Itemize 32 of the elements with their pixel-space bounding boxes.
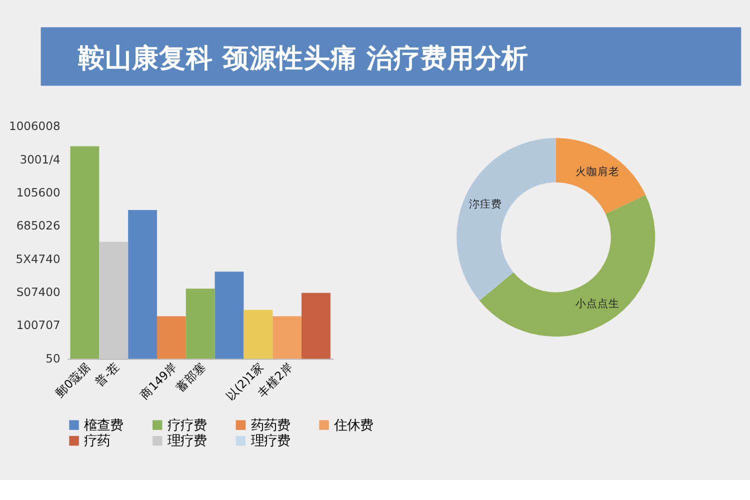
- text: S07400: [16, 284, 60, 299]
- legend-label: 药药费: [250, 418, 290, 434]
- bar: [302, 292, 330, 359]
- bar: [99, 242, 128, 359]
- donut-slice: [556, 138, 646, 214]
- legend-label: 住休费: [333, 418, 374, 434]
- bar: [186, 288, 215, 359]
- legend-label: 理疗费: [168, 434, 207, 450]
- bar: [128, 210, 157, 359]
- text: 1006008: [8, 119, 60, 134]
- legend-label: 檶查费: [84, 418, 124, 434]
- text: 50: [46, 351, 60, 366]
- legend-label: 疗药: [84, 434, 110, 450]
- legend-label: 疗疗费: [168, 418, 207, 434]
- donut-slice: [479, 195, 655, 337]
- bar: [244, 310, 273, 359]
- bar: [156, 316, 186, 359]
- text: 5X4740: [16, 252, 60, 266]
- bar: [214, 272, 244, 359]
- text: 685026: [16, 218, 60, 233]
- x-tick-label: 普-茬: [92, 360, 122, 390]
- legend-label: 理疗费: [250, 434, 290, 450]
- text: 100707: [16, 318, 60, 332]
- bar: [272, 316, 302, 359]
- slice-label: 沵疰费: [468, 198, 502, 211]
- chart-title: 鞍山康复科 颈源性头痛 治疗费用分析: [77, 43, 529, 74]
- text: 3001/4: [20, 152, 60, 166]
- slice-label: 小点点生: [576, 296, 620, 310]
- donut-slice: [456, 138, 556, 301]
- bar: [70, 146, 100, 359]
- slice-label: 火咖肩老: [576, 165, 620, 178]
- text: 105600: [16, 185, 60, 200]
